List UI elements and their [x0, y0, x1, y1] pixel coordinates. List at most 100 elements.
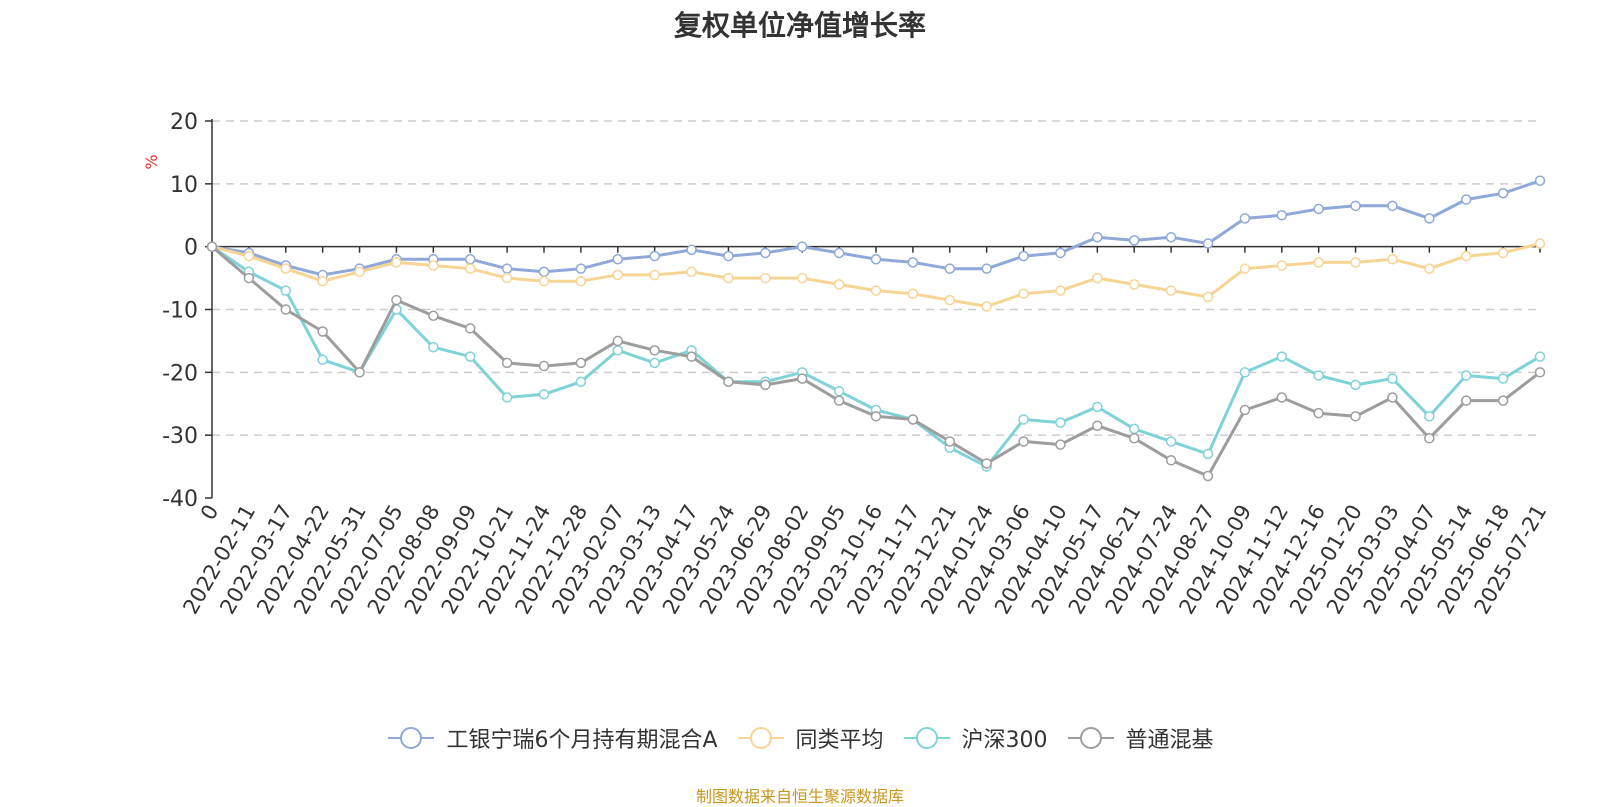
legend-label: 同类平均 [795, 728, 884, 753]
data-point [870, 411, 882, 422]
data-point [1424, 411, 1435, 422]
data-point [391, 294, 402, 306]
data-point [1165, 436, 1177, 447]
data-point [1460, 194, 1472, 205]
data-point [1239, 367, 1251, 378]
legend-item-4[interactable]: 普通混基 [1066, 722, 1214, 754]
data-point [1387, 392, 1398, 403]
data-point [1055, 417, 1066, 428]
data-point [796, 272, 808, 284]
data-point [501, 272, 513, 284]
data-point [575, 357, 587, 369]
y-tick-label: -40 [162, 487, 198, 512]
data-point [464, 323, 476, 334]
y-axis-label: % [142, 154, 161, 169]
legend-marker-icon [388, 727, 435, 749]
data-point [1424, 213, 1435, 224]
legend-label: 普通混基 [1125, 728, 1214, 753]
data-point [317, 354, 328, 366]
data-point [723, 376, 734, 388]
data-point [538, 275, 550, 287]
data-point [833, 385, 845, 397]
y-tick-label: -10 [162, 299, 198, 324]
data-point [1018, 288, 1029, 300]
data-point [354, 367, 365, 378]
data-point [1313, 370, 1324, 381]
legend-item-1[interactable]: 工银宁瑞6个月持有期混合A [386, 722, 718, 754]
y-tick-label: -20 [162, 361, 198, 386]
data-point [612, 335, 624, 347]
data-point [686, 351, 697, 362]
data-point [1387, 373, 1398, 384]
data-point [907, 257, 919, 268]
series-line-2 [211, 242, 1541, 308]
legend-item-3[interactable]: 沪深300 [902, 722, 1048, 754]
data-point [907, 288, 919, 300]
data-point [428, 260, 439, 271]
data-point [206, 241, 218, 252]
data-point [1313, 407, 1324, 419]
data-point [1276, 392, 1288, 403]
data-point [1239, 213, 1251, 224]
data-point [243, 250, 255, 262]
data-point [649, 357, 660, 369]
data-point [1055, 439, 1066, 450]
data-point [1313, 257, 1324, 268]
data-point [1276, 210, 1288, 221]
data-point [1350, 379, 1361, 391]
data-point [1239, 404, 1251, 416]
legend-label: 沪深300 [961, 728, 1048, 753]
data-point [501, 357, 513, 369]
data-point [1460, 250, 1472, 262]
data-point [1128, 279, 1140, 290]
data-point [280, 304, 292, 315]
data-point [1092, 401, 1103, 413]
data-point [760, 247, 771, 259]
data-point [944, 263, 956, 274]
data-point [1092, 420, 1103, 431]
data-point [317, 326, 328, 337]
data-point [1165, 455, 1177, 466]
y-tick-label: 20 [170, 110, 198, 135]
data-point [870, 253, 882, 265]
data-point [1239, 263, 1251, 274]
data-point [1055, 285, 1066, 296]
data-point [944, 294, 956, 306]
data-point [1313, 203, 1324, 215]
data-point [464, 263, 476, 274]
data-point [649, 269, 660, 281]
data-point [981, 263, 992, 274]
data-point [391, 257, 402, 268]
y-tick-label: -30 [162, 424, 198, 449]
data-point [1460, 370, 1472, 381]
legend-label: 工银宁瑞6个月持有期混合A [446, 728, 718, 753]
data-point [1534, 367, 1546, 378]
data-point [1350, 257, 1361, 268]
data-point [243, 272, 255, 284]
data-point [612, 345, 624, 356]
data-point [1534, 351, 1546, 362]
legend-marker-icon [903, 727, 950, 749]
data-point [1128, 433, 1140, 444]
data-point [575, 263, 587, 274]
data-point [1497, 247, 1509, 259]
data-point [686, 266, 697, 278]
data-point [1092, 231, 1103, 243]
legend-item-2[interactable]: 同类平均 [736, 722, 884, 754]
data-point [1276, 351, 1288, 362]
data-point [1497, 395, 1509, 406]
data-point [501, 392, 513, 403]
data-point [501, 263, 513, 274]
data-point [1424, 263, 1435, 274]
chart-title: 复权单位净值增长率 [673, 9, 926, 42]
data-point [1534, 238, 1546, 249]
data-point [1018, 250, 1029, 262]
y-tick-label: 0 [184, 236, 198, 261]
data-point [981, 458, 992, 469]
data-point [1165, 285, 1177, 296]
data-point [538, 266, 550, 278]
data-point [1128, 423, 1140, 435]
data-point [1202, 238, 1214, 249]
data-point [575, 376, 587, 388]
data-point [1055, 247, 1066, 259]
